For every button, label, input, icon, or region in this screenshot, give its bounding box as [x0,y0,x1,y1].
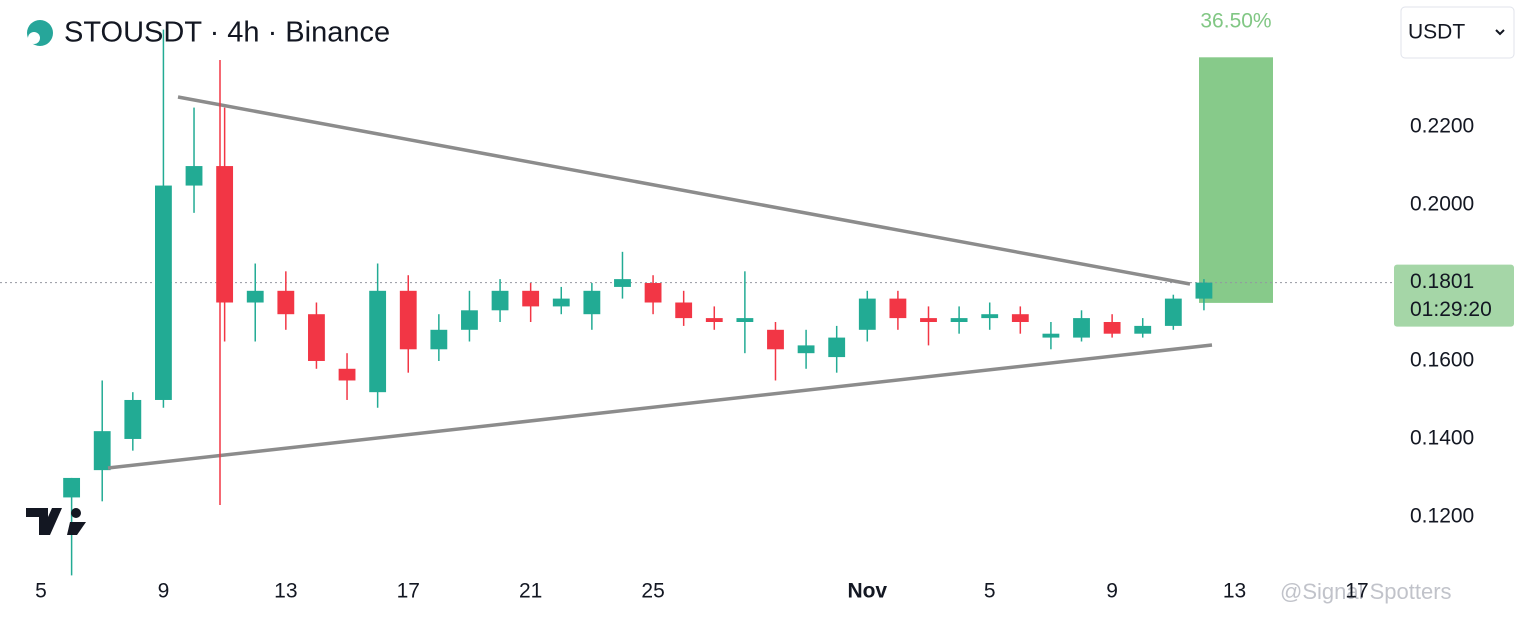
candle-body [216,166,234,303]
candle-body [889,298,907,319]
symbol-icon-inner [28,32,40,44]
candle-body [369,290,387,393]
candle-body [93,431,111,471]
candle-body [1073,318,1090,338]
candle-body [644,283,662,303]
y-tick-label: 0.1200 [1410,504,1474,527]
candle-body [767,329,784,350]
candle-body [63,477,81,498]
candle-body [185,166,203,186]
dropdown-arrow [1495,29,1505,36]
currency-select[interactable] [1400,6,1515,59]
price-badge [1394,264,1514,327]
logo-dot [71,508,81,518]
candle-body [705,318,723,322]
candle-body [981,314,999,319]
candle-body [1042,333,1060,338]
x-tick-label: 9 [158,580,170,603]
candle-body [583,290,601,315]
candle-body [308,314,325,361]
x-tick-label: 5 [35,580,47,603]
x-tick-label: 21 [519,580,542,603]
x-tick-label: 17 [1345,580,1368,603]
plot-area [0,29,1395,576]
trendline-lower [107,343,1213,470]
candle-body [1195,282,1213,299]
candle-body [675,302,693,319]
watermark: @Signal Spotters [1280,579,1452,604]
y-tick-label: 0.2200 [1410,115,1474,138]
candle-body [828,337,846,358]
price-badge-countdown: 01:29:20 [1410,298,1492,321]
measure-box [1199,57,1273,303]
y-tick-label: 0.1600 [1410,349,1474,372]
candle-body [858,298,876,330]
y-tick-label: 0.1400 [1410,426,1474,449]
candle-body [277,290,295,315]
x-tick-label: 17 [397,580,420,603]
candle-body [736,318,754,322]
logo-part [67,522,86,535]
x-tick-label: 13 [274,580,297,603]
candle-body [461,310,478,330]
x-tick-label: Nov [847,580,887,603]
candle-body [1011,314,1029,322]
x-tick-label: 13 [1223,580,1246,603]
candle-body [797,345,815,354]
candle-body [522,290,540,307]
candle-body [491,290,509,311]
candle-body [246,290,264,303]
candle-body [552,298,570,307]
y-tick-label: 0.2000 [1410,193,1474,216]
candle-body [614,279,631,287]
candle-body [399,290,417,350]
candle-body [430,329,448,350]
x-tick-label: 5 [984,580,996,603]
chart-title: STOUSDT · 4h · Binance [64,17,390,49]
x-tick-label: 25 [641,580,664,603]
candle-body [124,399,142,439]
candle-body [950,318,968,322]
measure-label: 36.50% [1200,10,1271,33]
currency-label: USDT [1408,21,1465,44]
candle-body [338,368,356,381]
candle-body [1134,325,1152,334]
candle-body [1164,298,1182,326]
logo [26,508,62,535]
x-tick-label: 9 [1106,580,1118,603]
candle-body [155,185,172,400]
trendline-upper [177,95,1191,286]
price-badge-value: 0.1801 [1410,270,1474,293]
candle-body [920,318,937,322]
candle-body [1103,322,1121,334]
